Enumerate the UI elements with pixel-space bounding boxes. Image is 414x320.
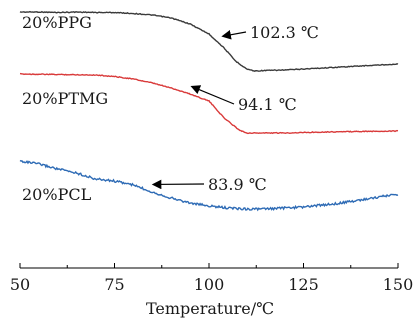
annotation-arrow-0 <box>221 30 247 40</box>
x-tick-label-50: 50 <box>10 275 30 294</box>
annotation-arrow-1 <box>190 85 235 105</box>
plot-area: 20%PPG 102.3 ℃ 20%PTMG 94.1 ℃ 20%PCL 83.9 ℃ <box>19 10 399 212</box>
x-tick-label-100: 100 <box>194 275 225 294</box>
series-name-0: 20%PPG <box>22 13 92 32</box>
series-line-0 <box>19 10 399 72</box>
x-tick-label-125: 125 <box>288 275 319 294</box>
series-line-2 <box>19 159 399 212</box>
x-axis-title: Temperature/℃ <box>146 299 274 318</box>
series-line-1 <box>19 72 399 135</box>
series-name-1: 20%PTMG <box>22 89 108 108</box>
series-name-2: 20%PCL <box>22 185 92 204</box>
annotation-label-2: 83.9 ℃ <box>208 175 267 194</box>
annotation-label-1: 94.1 ℃ <box>238 95 297 114</box>
x-tick-label-150: 150 <box>383 275 414 294</box>
x-tick-label-75: 75 <box>104 275 124 294</box>
x-axis: 50 75 100 125 150 <box>10 263 413 294</box>
annotation-label-0: 102.3 ℃ <box>250 23 319 42</box>
